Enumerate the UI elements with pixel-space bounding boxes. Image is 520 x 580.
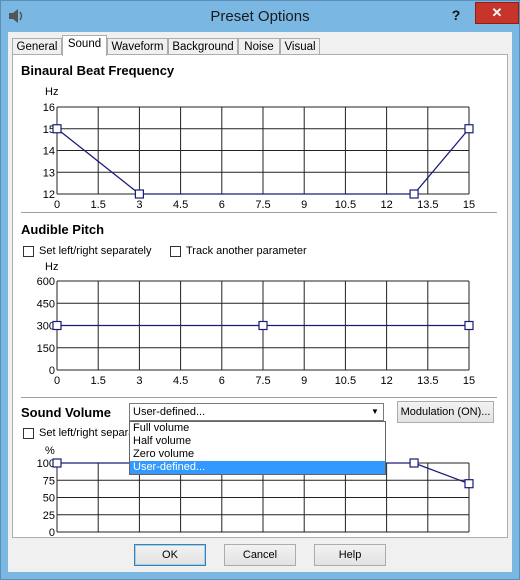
- x-tick-label: 13.5: [417, 199, 438, 211]
- ok-button[interactable]: OK: [134, 544, 206, 566]
- tab-visual[interactable]: Visual: [280, 38, 320, 55]
- control-point[interactable]: [464, 479, 474, 489]
- x-tick-label: 10.5: [335, 199, 356, 211]
- x-tick-label: 6: [219, 375, 225, 387]
- title-bar[interactable]: Preset Options ? ✕: [1, 1, 519, 32]
- x-tick-label: 6: [219, 199, 225, 211]
- x-tick-label: 12: [380, 375, 392, 387]
- dialog-client: General Sound Waveform Background Noise …: [8, 32, 512, 572]
- x-tick-label: 15: [463, 199, 475, 211]
- control-point[interactable]: [134, 189, 145, 199]
- pitch-track-checkbox[interactable]: Track another parameter: [170, 245, 307, 257]
- select-value: User-defined...: [133, 406, 206, 418]
- x-tick-label: 7.5: [255, 375, 270, 387]
- checkbox-label: Track another parameter: [186, 245, 307, 257]
- tab-waveform[interactable]: Waveform: [107, 38, 168, 55]
- y-tick-label: 75: [43, 475, 55, 487]
- speaker-app-icon: [9, 9, 23, 23]
- volume-preset-select[interactable]: User-defined... ▼: [129, 403, 384, 421]
- control-point[interactable]: [409, 458, 419, 468]
- x-tick-label: 10.5: [335, 375, 356, 387]
- tab-general[interactable]: General: [12, 38, 62, 55]
- checkbox-label: Set left/right separa: [39, 427, 135, 439]
- cancel-button[interactable]: Cancel: [224, 544, 296, 566]
- section-separator: [21, 212, 497, 214]
- tab-noise[interactable]: Noise: [238, 38, 280, 55]
- y-tick-label: 600: [37, 276, 55, 288]
- y-tick-label: 450: [37, 298, 55, 310]
- section-separator: [21, 397, 497, 399]
- control-point[interactable]: [409, 189, 419, 199]
- volume-lr-checkbox[interactable]: Set left/right separa: [23, 427, 134, 439]
- y-tick-label: 0: [49, 365, 55, 377]
- window-title: Preset Options: [210, 8, 310, 25]
- x-tick-label: 9: [301, 375, 307, 387]
- x-tick-label: 0: [54, 199, 60, 211]
- axis-unit-label: %: [45, 445, 55, 457]
- pitch-chart[interactable]: Hz 0 1.5 3 4.5 6 7.5 9 10.5 12 13.5 15 600 450 300 150 0: [13, 259, 503, 399]
- x-tick-label: 13.5: [417, 375, 438, 387]
- dropdown-option-zero[interactable]: Zero volume: [133, 448, 195, 460]
- x-tick-label: 7.5: [255, 199, 270, 211]
- binaural-section-title: Binaural Beat Frequency: [21, 63, 175, 78]
- y-tick-label: 50: [43, 493, 55, 505]
- close-button[interactable]: ✕: [475, 2, 519, 24]
- axis-unit-label: Hz: [45, 86, 58, 98]
- axis-unit-label: Hz: [45, 261, 58, 273]
- volume-preset-dropdown[interactable]: Full volume Half volume Zero volume User…: [129, 421, 386, 475]
- chevron-down-icon[interactable]: ▼: [371, 407, 379, 416]
- y-tick-label: 16: [43, 102, 55, 114]
- modulation-button[interactable]: Modulation (ON)...: [397, 401, 494, 423]
- help-button[interactable]: Help: [314, 544, 386, 566]
- x-tick-label: 1.5: [91, 375, 106, 387]
- pitch-lr-checkbox[interactable]: Set left/right separately: [23, 245, 152, 257]
- y-tick-label: 25: [43, 510, 55, 522]
- x-tick-label: 3: [136, 199, 142, 211]
- control-point[interactable]: [464, 124, 474, 134]
- x-tick-label: 9: [301, 199, 307, 211]
- x-tick-label: 4.5: [173, 199, 188, 211]
- control-point[interactable]: [52, 458, 62, 468]
- sound-tab-panel: Binaural Beat Frequency Hz 0 1.5 3 4.5 6 7.5 9 1…: [12, 54, 508, 538]
- control-point[interactable]: [52, 320, 62, 331]
- volume-section-title: Sound Volume: [21, 405, 112, 420]
- tab-sound[interactable]: Sound: [62, 35, 107, 56]
- y-tick-label: 14: [43, 146, 55, 158]
- binaural-chart[interactable]: Hz 0 1.5 3 4.5 6 7.5 9 10.5 12 13.5 15 16 15 14 13 12: [13, 83, 503, 211]
- y-tick-label: 13: [43, 167, 55, 179]
- x-tick-label: 15: [463, 375, 475, 387]
- series-line: [56, 128, 470, 195]
- y-tick-label: 15: [43, 124, 55, 136]
- checkbox-box[interactable]: [23, 245, 34, 257]
- control-point[interactable]: [258, 320, 268, 331]
- pitch-section-title: Audible Pitch: [21, 222, 105, 237]
- checkbox-box[interactable]: [170, 245, 181, 257]
- control-point[interactable]: [464, 320, 474, 331]
- x-tick-label: 4.5: [173, 375, 188, 387]
- x-tick-label: 12: [380, 199, 392, 211]
- dropdown-option-half[interactable]: Half volume: [133, 435, 192, 447]
- checkbox-box[interactable]: [23, 427, 34, 439]
- control-point[interactable]: [52, 124, 62, 134]
- y-tick-label: 12: [43, 189, 55, 201]
- y-tick-label: 0: [49, 527, 55, 537]
- title-help-button[interactable]: ?: [451, 7, 461, 23]
- x-tick-label: 3: [136, 375, 142, 387]
- y-tick-label: 150: [37, 343, 55, 355]
- checkbox-label: Set left/right separately: [39, 245, 152, 257]
- x-tick-label: 1.5: [91, 199, 106, 211]
- tab-background[interactable]: Background: [168, 38, 238, 55]
- x-tick-label: 0: [54, 375, 60, 387]
- y-tick-label: 300: [37, 321, 55, 333]
- dropdown-option-full[interactable]: Full volume: [133, 422, 190, 434]
- y-tick-label: 100: [37, 458, 55, 470]
- dropdown-option-user-defined[interactable]: User-defined...: [130, 461, 385, 474]
